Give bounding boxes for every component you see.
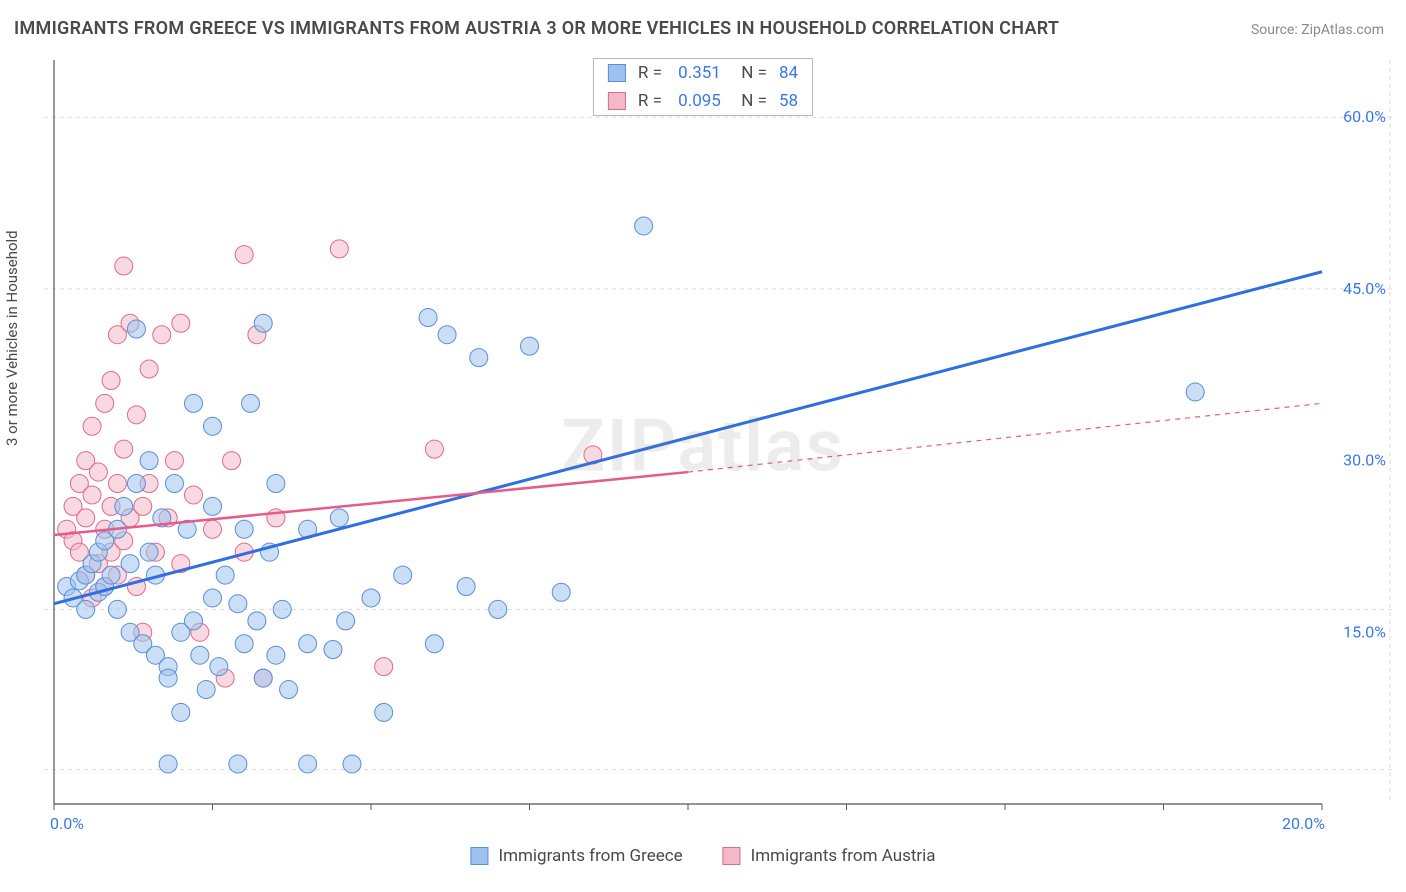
svg-text:60.0%: 60.0% <box>1343 107 1386 126</box>
x-axis-tick-label-min: 0.0% <box>50 814 84 833</box>
legend-label-greece: Immigrants from Greece <box>498 846 682 866</box>
series-legend: Immigrants from Greece Immigrants from A… <box>470 846 935 866</box>
swatch-austria-icon <box>723 847 741 865</box>
legend-item-austria: Immigrants from Austria <box>723 846 936 866</box>
scatter-chart: 15.0% 30.0% 45.0% 60.0% <box>44 52 1392 834</box>
n-label: N = <box>733 91 767 111</box>
r-label: R = <box>638 63 666 83</box>
svg-text:30.0%: 30.0% <box>1343 451 1386 470</box>
plot-area: 15.0% 30.0% 45.0% 60.0% <box>44 52 1392 834</box>
legend-item-greece: Immigrants from Greece <box>470 846 682 866</box>
legend-label-austria: Immigrants from Austria <box>751 846 936 866</box>
swatch-greece-icon <box>470 847 488 865</box>
n-value-greece: 84 <box>779 63 798 83</box>
svg-text:45.0%: 45.0% <box>1343 279 1386 298</box>
n-value-austria: 58 <box>779 91 798 111</box>
r-value-austria: 0.095 <box>678 91 721 111</box>
svg-text:15.0%: 15.0% <box>1343 622 1386 641</box>
chart-title: IMMIGRANTS FROM GREECE VS IMMIGRANTS FRO… <box>14 18 1059 39</box>
n-label: N = <box>733 63 767 83</box>
y-axis-label: 3 or more Vehicles in Household <box>3 230 21 446</box>
correlation-legend: R = 0.351 N = 84 R = 0.095 N = 58 <box>593 58 813 116</box>
swatch-austria <box>608 92 626 110</box>
r-label: R = <box>638 91 666 111</box>
swatch-greece <box>608 64 626 82</box>
source-label: Source: ZipAtlas.com <box>1251 22 1384 38</box>
r-value-greece: 0.351 <box>678 63 721 83</box>
corr-row-greece: R = 0.351 N = 84 <box>594 59 812 87</box>
x-axis-tick-label-max: 20.0% <box>1282 814 1325 833</box>
corr-row-austria: R = 0.095 N = 58 <box>594 87 812 115</box>
